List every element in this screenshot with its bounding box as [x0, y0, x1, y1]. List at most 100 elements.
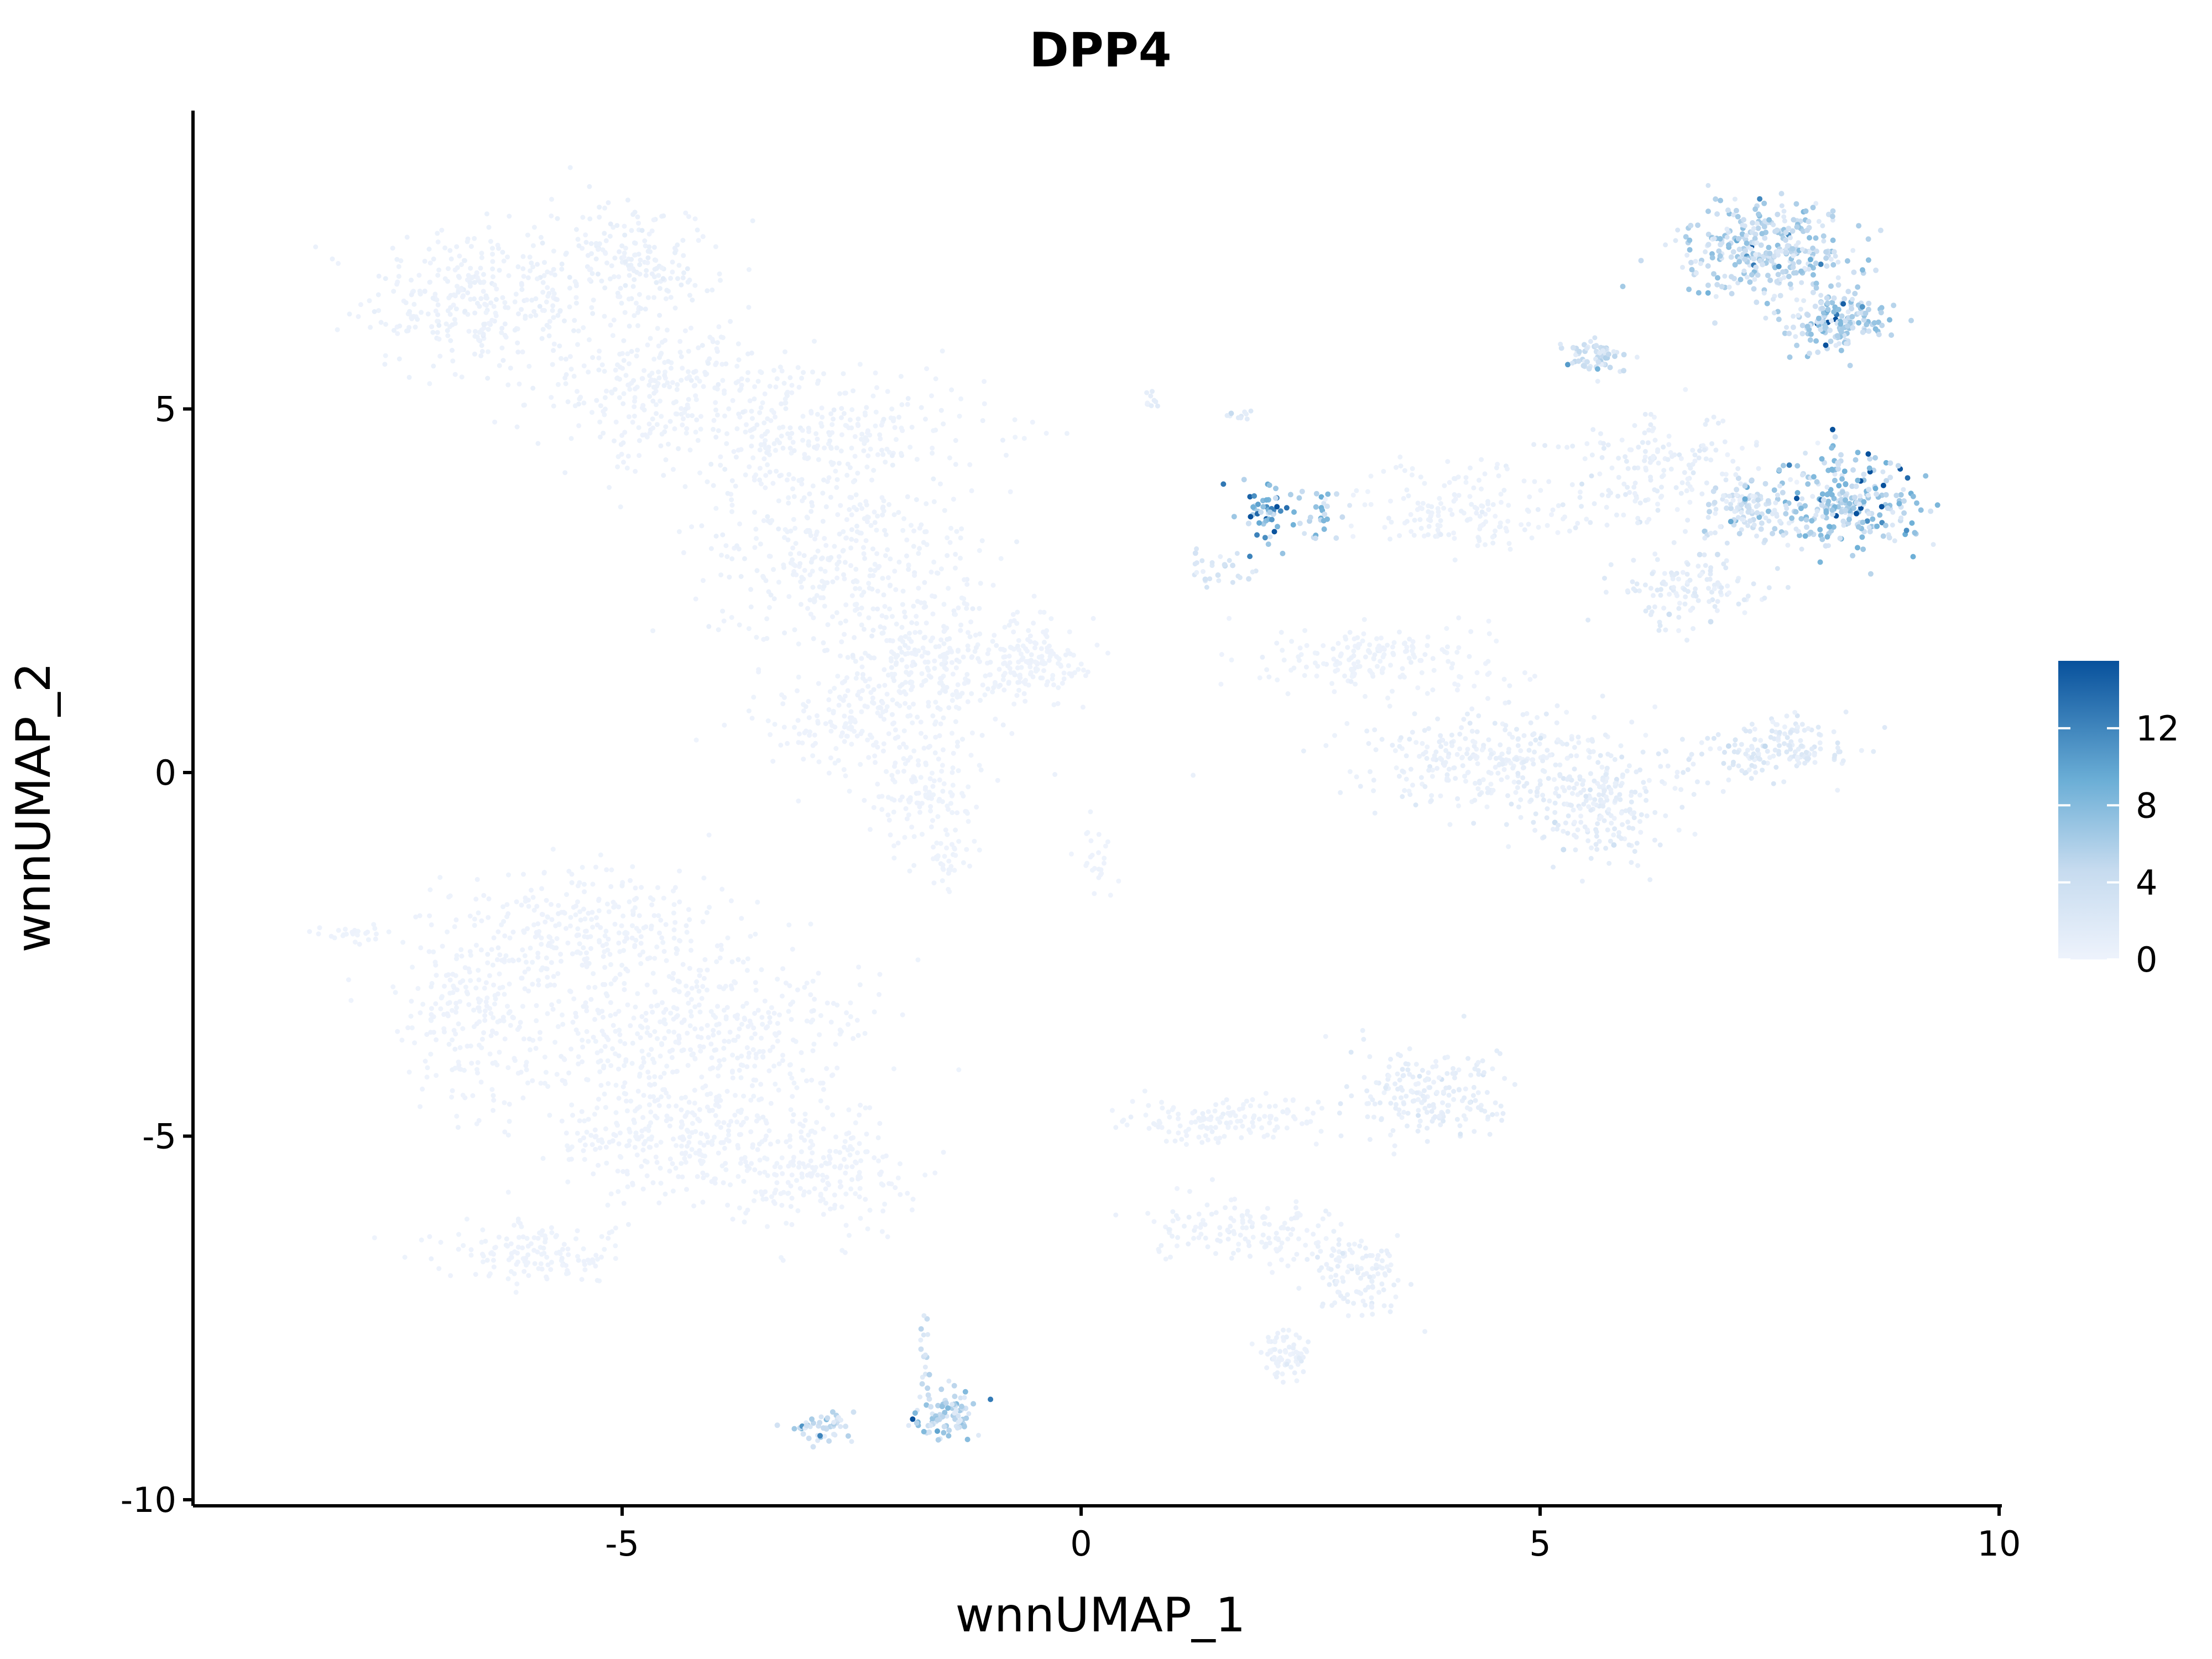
scatter-point: [1725, 207, 1731, 213]
scatter-point: [941, 747, 946, 753]
scatter-point: [721, 1180, 726, 1186]
scatter-point: [851, 504, 857, 510]
scatter-point: [1103, 843, 1108, 849]
scatter-point: [941, 641, 947, 646]
scatter-point: [613, 1225, 618, 1231]
scatter-point: [846, 702, 852, 708]
scatter-point: [586, 1039, 591, 1044]
scatter-point: [1175, 1216, 1181, 1222]
scatter-point: [712, 1047, 717, 1053]
scatter-points: [307, 165, 1940, 1450]
scatter-point: [486, 1273, 492, 1279]
scatter-point: [971, 1401, 977, 1407]
scatter-point: [911, 528, 917, 534]
scatter-point: [396, 274, 401, 279]
scatter-point: [611, 274, 617, 279]
scatter-point: [562, 318, 567, 324]
scatter-point: [919, 731, 924, 736]
scatter-point: [622, 931, 628, 936]
scatter-point: [718, 335, 724, 340]
scatter-point: [827, 1156, 833, 1161]
scatter-point: [891, 512, 897, 518]
scatter-point: [634, 1152, 640, 1158]
scatter-point: [1297, 520, 1303, 526]
scatter-point: [507, 1119, 512, 1124]
scatter-point: [490, 266, 495, 272]
scatter-point: [657, 312, 662, 318]
scatter-point: [857, 612, 862, 617]
scatter-point: [491, 1098, 497, 1103]
scatter-point: [826, 1438, 832, 1444]
scatter-point: [749, 434, 755, 440]
scatter-point: [849, 1439, 854, 1444]
scatter-point: [633, 386, 638, 392]
scatter-point: [656, 1200, 662, 1206]
scatter-point: [948, 801, 953, 806]
scatter-point: [946, 705, 952, 711]
scatter-point: [859, 506, 865, 511]
scatter-point: [833, 1134, 838, 1140]
scatter-point: [616, 1141, 622, 1146]
scatter-point: [879, 807, 885, 812]
scatter-point: [994, 643, 999, 648]
scatter-point: [915, 599, 920, 604]
scatter-point: [654, 411, 659, 416]
scatter-point: [1705, 208, 1711, 215]
scatter-point: [904, 537, 910, 542]
scatter-point: [1425, 1125, 1430, 1131]
scatter-point: [643, 924, 649, 930]
scatter-point: [640, 376, 645, 381]
scatter-point: [811, 1041, 817, 1047]
scatter-point: [422, 258, 427, 264]
scatter-point: [795, 365, 801, 371]
scatter-point: [465, 290, 471, 295]
scatter-point: [705, 288, 710, 294]
scatter-point: [1228, 1113, 1233, 1118]
scatter-point: [1761, 200, 1767, 206]
scatter-point: [1085, 830, 1091, 835]
scatter-point: [993, 681, 998, 687]
scatter-point: [447, 977, 453, 983]
scatter-point: [909, 680, 915, 685]
scatter-point: [481, 331, 486, 337]
scatter-point: [435, 231, 440, 236]
scatter-point: [438, 1006, 444, 1011]
scatter-point: [1284, 505, 1290, 511]
scatter-point: [1044, 682, 1050, 687]
scatter-point: [445, 1001, 451, 1006]
scatter-point: [877, 564, 882, 569]
scatter-point: [738, 447, 744, 452]
scatter-point: [789, 390, 795, 395]
scatter-point: [1205, 1137, 1211, 1142]
scatter-point: [709, 1055, 714, 1061]
scatter-point: [787, 435, 792, 441]
scatter-point: [473, 896, 479, 902]
scatter-point: [1098, 872, 1103, 878]
scatter-point: [489, 1087, 495, 1092]
scatter-point: [925, 1385, 931, 1391]
scatter-point: [833, 468, 838, 474]
scatter-point: [584, 1029, 589, 1034]
scatter-point: [772, 1201, 778, 1206]
scatter-point: [917, 525, 922, 531]
scatter-point: [526, 904, 531, 909]
scatter-point: [1222, 562, 1228, 568]
scatter-point: [452, 1046, 458, 1052]
scatter-point: [568, 1046, 574, 1052]
scatter-point: [720, 532, 726, 538]
scatter-point: [722, 467, 728, 472]
scatter-point: [383, 353, 388, 358]
scatter-point: [1092, 891, 1097, 896]
scatter-point: [552, 272, 557, 278]
scatter-point: [444, 321, 449, 327]
scatter-point: [457, 980, 463, 985]
scatter-point: [520, 1234, 526, 1240]
scatter-point: [1733, 207, 1739, 213]
scatter-point: [879, 1181, 884, 1187]
scatter-point: [1291, 1097, 1296, 1103]
scatter-point: [885, 1234, 890, 1239]
scatter-point: [622, 1041, 628, 1046]
scatter-point: [966, 647, 971, 653]
scatter-point: [1264, 497, 1270, 503]
scatter-point: [549, 270, 554, 276]
